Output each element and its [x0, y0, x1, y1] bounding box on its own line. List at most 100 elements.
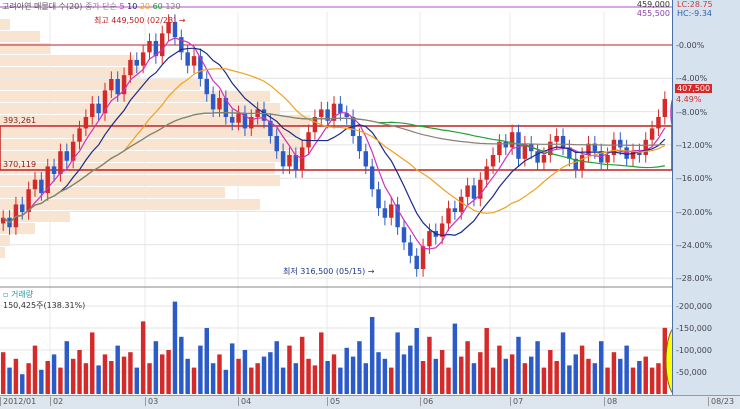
volume-bar [649, 367, 655, 394]
volume-bar [509, 354, 515, 394]
x-tick-label: 2012/01 [0, 397, 36, 406]
volume-bar [459, 356, 464, 394]
candle [261, 109, 267, 121]
candle [179, 37, 184, 53]
level-393261: 393,261 [3, 116, 37, 125]
volume-bar [598, 341, 604, 394]
volume-bar [579, 345, 585, 394]
y-tick-label: --16.00% [676, 174, 713, 184]
candle [160, 33, 165, 57]
candle [140, 52, 146, 66]
volume-bar [630, 367, 636, 394]
volume-bar [624, 345, 629, 394]
candle [630, 151, 636, 159]
candle [306, 132, 311, 148]
volume-bar [70, 358, 76, 394]
volume-bar [541, 367, 547, 394]
volume-bar [503, 358, 508, 394]
candle [293, 155, 299, 171]
candle [198, 56, 203, 79]
x-tick-label: 08 [604, 397, 617, 406]
top-price-hi: 459,000 [636, 0, 670, 9]
candle [325, 109, 330, 121]
volume-bar [389, 367, 394, 394]
volume-bar [618, 358, 623, 394]
candle [172, 21, 178, 38]
volume-bar [90, 332, 95, 394]
candle [268, 120, 273, 137]
candle [560, 136, 566, 148]
volume-bar [179, 336, 184, 394]
volume-profile-bar [0, 199, 260, 210]
volume-bar [516, 336, 521, 394]
candle [490, 155, 496, 167]
volume-bar [433, 358, 439, 394]
y-tick-label: --12.00% [676, 140, 713, 150]
candle [452, 208, 458, 213]
candle [147, 40, 152, 53]
x-tick-label: 02 [50, 397, 63, 406]
volume-bar [32, 345, 38, 394]
volume-bar [45, 361, 50, 394]
candle [509, 132, 515, 148]
candle [369, 166, 375, 190]
candle [210, 94, 216, 110]
volume-bar [77, 350, 82, 394]
volume-bar [39, 369, 44, 394]
volume-tick-label: -100,000 [676, 346, 712, 355]
volume-profile-bar [0, 151, 300, 162]
y-tick-label: --8.00% [676, 107, 708, 117]
candle [153, 40, 159, 57]
right-axis [672, 0, 740, 395]
candle [242, 113, 248, 129]
volume-bar [223, 369, 229, 394]
candle [249, 116, 254, 129]
candle [459, 196, 464, 213]
volume-bar [255, 363, 260, 394]
candle [541, 155, 547, 163]
x-tick-label: 06 [420, 397, 433, 406]
volume-bar [217, 354, 222, 394]
y-tick-label: --4.00% [676, 74, 708, 84]
level-370119: 370,119 [3, 160, 37, 169]
top-price-lo: 455,500 [636, 9, 670, 18]
ma120-line [2, 111, 665, 224]
volume-bar [350, 356, 356, 394]
volume-bar [261, 356, 267, 394]
volume-bar [567, 365, 572, 394]
ma10-line [2, 47, 666, 237]
volume-profile-bar [0, 43, 50, 54]
volume-bar [13, 358, 19, 394]
candle [395, 204, 400, 228]
candle [643, 139, 648, 156]
candle [522, 143, 528, 159]
volume-bar [357, 341, 362, 394]
candle [274, 136, 279, 152]
x-tick-label: 04 [238, 397, 251, 406]
volume-bar [293, 363, 299, 394]
volume-tick-label: -150,000 [676, 324, 712, 333]
volume-bar [439, 350, 445, 394]
volume-profile-bar [0, 55, 135, 66]
volume-bar [115, 345, 120, 394]
candle [420, 246, 426, 270]
high-annotation: 최고 449,500 (02/28) → [94, 16, 186, 25]
volume-bar [306, 358, 311, 394]
volume-bar [490, 367, 496, 394]
volume-bar [478, 352, 483, 394]
volume-bar [605, 367, 610, 394]
volume-bar [7, 367, 12, 394]
volume-bar [198, 345, 203, 394]
volume-bar [471, 363, 477, 394]
candle [439, 223, 445, 237]
volume-profile-bar [0, 223, 35, 234]
lc-value: LC:28.75 [677, 0, 713, 9]
volume-profile-bar [0, 19, 10, 30]
candle [503, 141, 508, 148]
y-tick-label: --28.00% [676, 274, 713, 284]
candle [13, 204, 19, 228]
volume-bar [446, 367, 451, 394]
volume-bar [299, 336, 305, 394]
volume-profile-bar [0, 247, 5, 258]
